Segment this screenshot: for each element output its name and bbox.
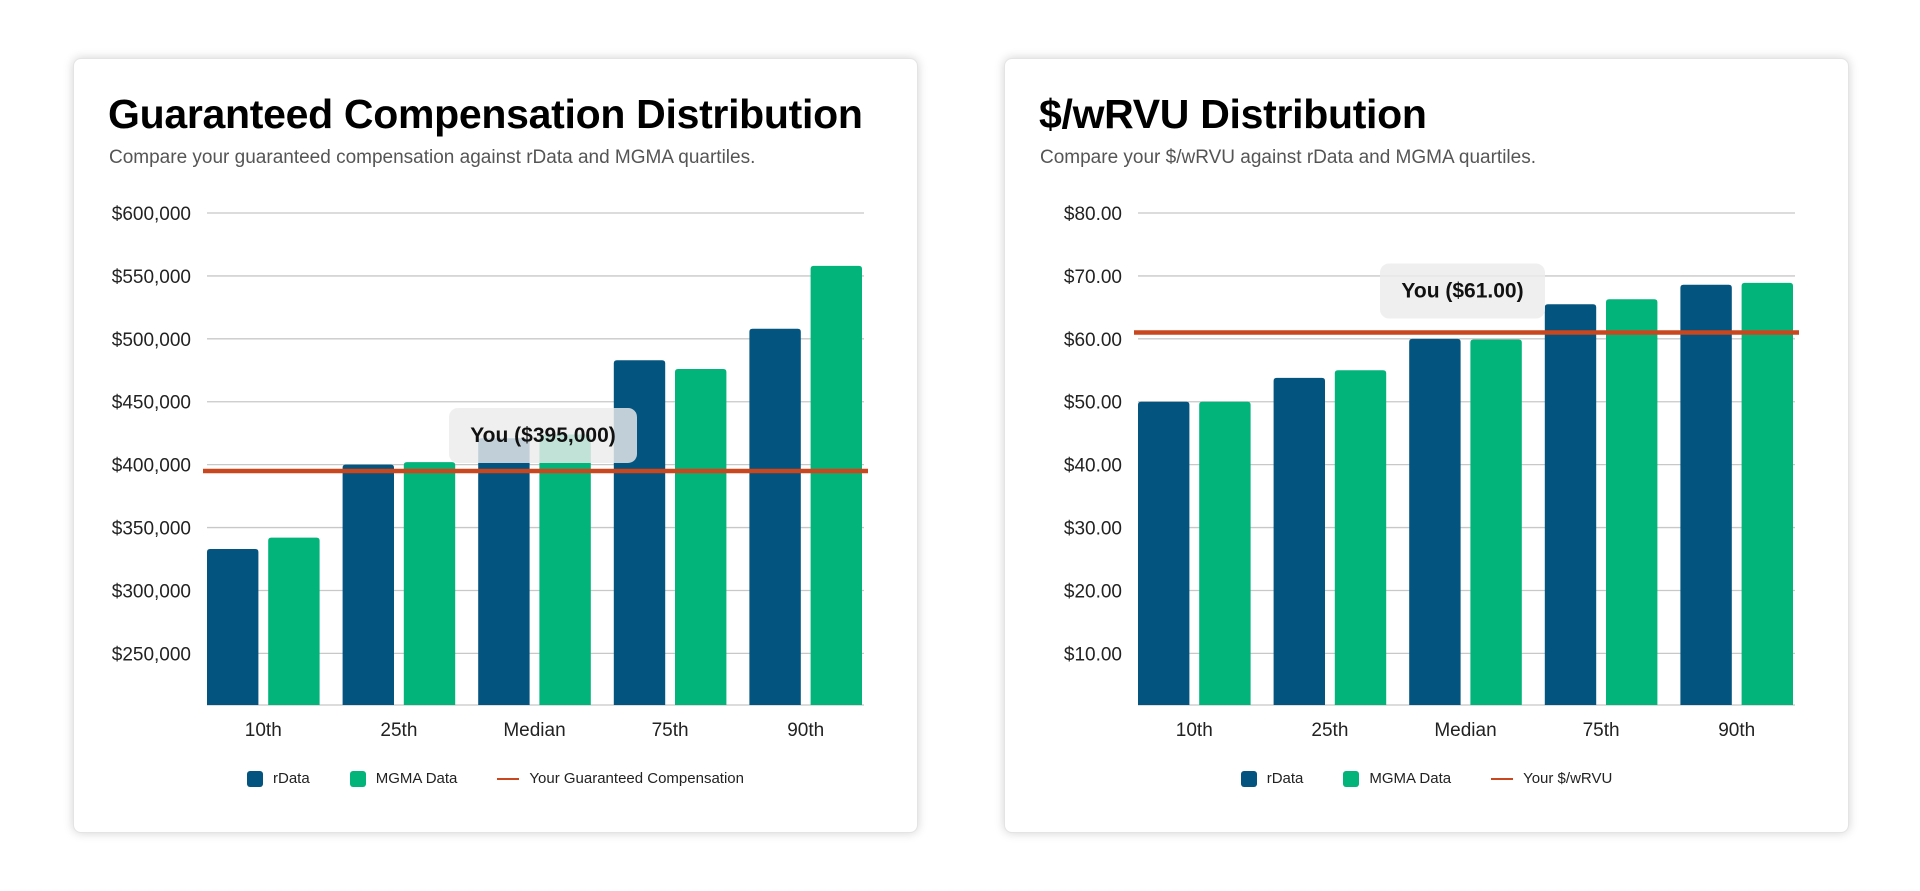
x-tick-label: 25th: [1311, 720, 1348, 741]
y-tick-label: $10.00: [1064, 644, 1122, 665]
bar-rdata: [749, 328, 801, 705]
bar-mgma: [1606, 299, 1658, 705]
x-tick-label: Median: [1434, 720, 1496, 741]
x-tick-label: 25th: [380, 720, 417, 741]
x-tick-label: 10th: [245, 720, 282, 741]
legend-swatch: [1343, 770, 1360, 787]
y-tick-label: $50.00: [1064, 393, 1122, 414]
compensation-bar-chart: $250,000 $300,000 $350,000 $400,000 $450,000…: [112, 204, 868, 741]
bar-mgma: [1199, 401, 1251, 705]
y-tick-label: $550,000: [112, 267, 191, 288]
x-tick-label: 90th: [1718, 720, 1755, 741]
legend-line: [1491, 777, 1514, 780]
chart-legend: rData MGMA Data Your Guaranteed Compensa…: [74, 770, 917, 787]
you-tooltip: [1380, 263, 1545, 319]
y-tick-label: $60.00: [1064, 330, 1122, 351]
bar-mgma: [675, 369, 727, 705]
bar-rdata: [342, 464, 394, 705]
y-tick-label: $20.00: [1064, 581, 1122, 602]
bar-mgma: [1741, 282, 1793, 705]
y-tick-label: $500,000: [112, 330, 191, 351]
legend-swatch: [1240, 770, 1257, 787]
chart-subtitle: Compare your $/wRVU against rData and MG…: [1040, 147, 1536, 168]
y-tick-label: $450,000: [112, 393, 191, 414]
bar-rdata: [207, 548, 259, 705]
bar-rdata: [1138, 401, 1190, 705]
bar-rdata: [1680, 284, 1732, 705]
x-tick-label: 75th: [652, 720, 689, 741]
bar-mgma: [810, 265, 862, 705]
chart-title: Guaranteed Compensation Distribution: [108, 91, 863, 137]
legend-label: Your $/wRVU: [1523, 770, 1613, 787]
legend-item-rdata[interactable]: rData: [247, 770, 310, 787]
legend-item-rdata[interactable]: rData: [1240, 770, 1304, 787]
wrvu-bar-chart: $10.00 $20.00 $30.00 $40.00 $50.00 $60.00 $70.…: [1064, 204, 1799, 741]
legend-label: MGMA Data: [375, 770, 458, 787]
y-tick-label: $40.00: [1064, 456, 1122, 477]
bar-rdata: [1273, 377, 1325, 705]
wrvu-chart-card: $/wRVU Distribution Compare your $/wRVU …: [1004, 58, 1849, 833]
y-tick-label: $350,000: [112, 519, 191, 540]
legend-line: [497, 777, 520, 780]
chart-subtitle: Compare your guaranteed compensation aga…: [109, 147, 756, 168]
legend-swatch: [247, 770, 264, 787]
y-tick-label: $600,000: [112, 204, 191, 225]
chart-title: $/wRVU Distribution: [1039, 91, 1427, 137]
legend-item-you[interactable]: Your $/wRVU: [1491, 770, 1612, 787]
you-tooltip-label: You ($61.00): [1401, 280, 1523, 303]
y-tick-label: $30.00: [1064, 519, 1122, 540]
bar-rdata: [1409, 338, 1461, 705]
y-tick-label: $300,000: [112, 581, 191, 602]
bar-mgma: [403, 462, 456, 705]
bar-rdata: [478, 438, 530, 705]
bar-mgma: [539, 434, 591, 705]
legend-label: Your Guaranteed Compensation: [529, 770, 744, 787]
y-tick-label: $80.00: [1064, 204, 1122, 225]
legend-label: rData: [1266, 770, 1304, 787]
legend-swatch: [349, 770, 366, 787]
bar-rdata: [1544, 304, 1597, 705]
y-tick-label: $70.00: [1064, 267, 1122, 288]
bar-mgma: [268, 537, 320, 705]
y-tick-label: $400,000: [112, 456, 191, 477]
x-tick-label: Median: [503, 720, 565, 741]
you-tooltip: [449, 407, 637, 463]
legend-item-you[interactable]: Your Guaranteed Compensation: [497, 770, 744, 787]
bar-mgma: [1470, 339, 1522, 705]
y-tick-label: $250,000: [112, 644, 191, 665]
you-tooltip-label: You ($395,000): [470, 424, 616, 447]
legend-label: rData: [273, 770, 310, 787]
legend-item-mgma[interactable]: MGMA Data: [349, 770, 458, 787]
compensation-chart-card: Guaranteed Compensation Distribution Com…: [73, 58, 918, 833]
bar-mgma: [1334, 370, 1387, 705]
x-tick-label: 10th: [1176, 720, 1213, 741]
x-tick-label: 90th: [787, 720, 824, 741]
legend-label: MGMA Data: [1369, 770, 1452, 787]
legend-item-mgma[interactable]: MGMA Data: [1343, 770, 1451, 787]
x-tick-label: 75th: [1583, 720, 1620, 741]
chart-legend: rData MGMA Data Your $/wRVU: [1005, 770, 1848, 787]
